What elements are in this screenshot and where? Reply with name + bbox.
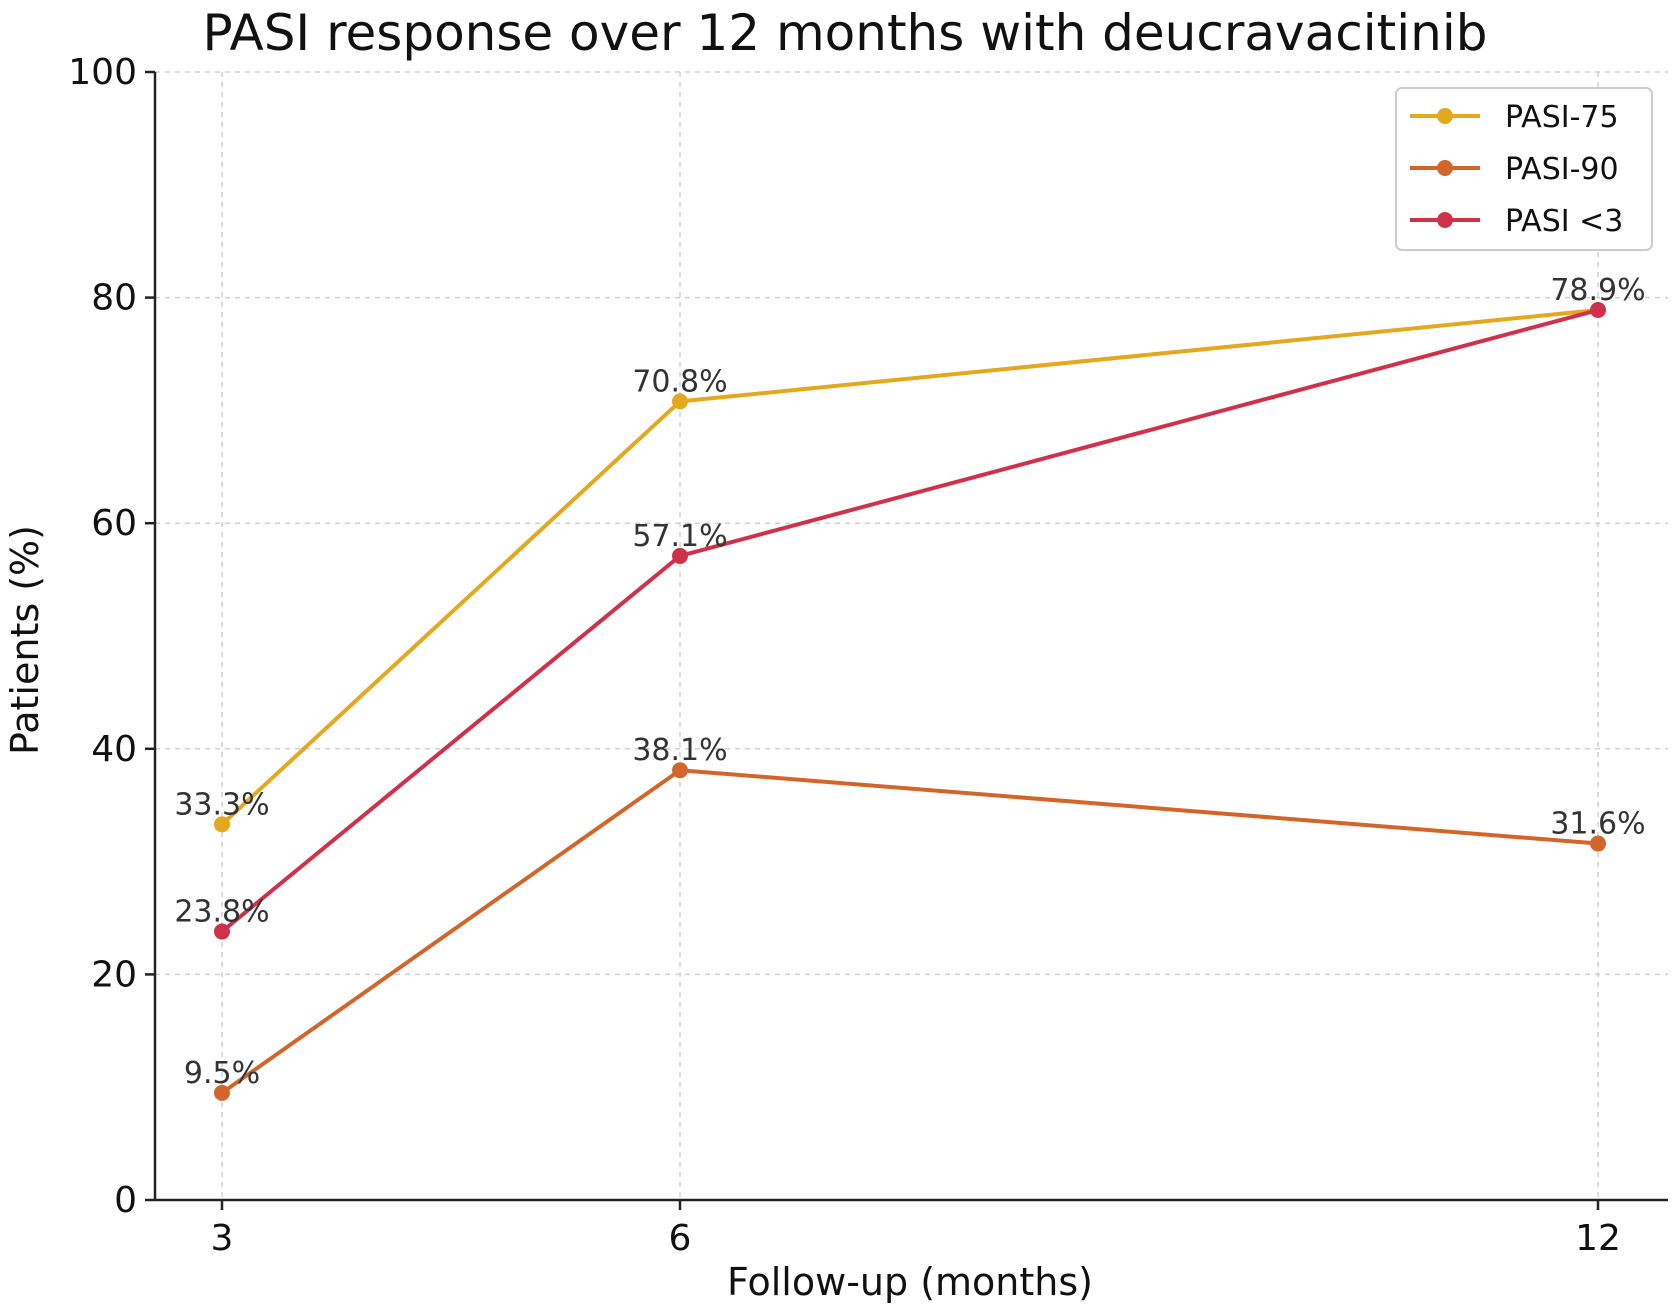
data-point-pasi-75 — [214, 816, 230, 833]
data-point-pasi-3 — [1590, 302, 1606, 319]
y-tick-label: 80 — [91, 278, 137, 319]
data-label-pasi-3: 78.9% — [1550, 273, 1645, 308]
y-tick-label: 100 — [68, 52, 137, 93]
data-labels: 33.3% 70.8% 9.5% 38.1% 31.6% 23.8% 57.1% 78.9% — [174, 273, 1645, 1091]
y-axis-label: Patients (%) — [3, 525, 47, 755]
data-point-pasi-3 — [214, 923, 230, 940]
x-axis-ticks: 3 6 12 — [211, 1200, 1621, 1259]
data-point-pasi-90 — [672, 762, 688, 779]
series-line-pasi-75 — [220, 308, 1599, 826]
y-tick-label: 20 — [91, 954, 137, 995]
x-axis-label: Follow-up (months) — [727, 1260, 1093, 1304]
series-group — [214, 302, 1606, 1101]
legend: PASI-75 PASI-90 PASI <3 — [1395, 87, 1653, 251]
data-label-pasi-90: 31.6% — [1550, 807, 1645, 842]
grid-lines — [155, 71, 1668, 1201]
data-label-pasi-75: 70.8% — [632, 364, 727, 399]
x-tick-label: 6 — [669, 1218, 692, 1259]
chart-title: PASI response over 12 months with deucra… — [203, 4, 1488, 62]
legend-marker-pasi-75 — [1437, 108, 1453, 124]
legend-marker-pasi-90 — [1437, 160, 1453, 176]
legend-box — [1395, 87, 1653, 251]
data-point-pasi-75 — [672, 393, 688, 410]
series-line-pasi-90 — [220, 768, 1599, 1095]
axes — [153, 72, 1668, 1202]
y-tick-label: 60 — [91, 503, 137, 544]
data-point-pasi-90 — [214, 1084, 230, 1101]
legend-marker-pasi-3 — [1437, 212, 1453, 228]
data-label-pasi-3: 23.8% — [174, 895, 269, 930]
data-point-pasi-3 — [672, 547, 688, 564]
x-tick-label: 3 — [211, 1218, 234, 1259]
data-label-pasi-90: 9.5% — [184, 1056, 260, 1091]
data-label-pasi-3: 57.1% — [632, 519, 727, 554]
data-label-pasi-90: 38.1% — [632, 733, 727, 768]
y-tick-label: 40 — [91, 729, 137, 770]
y-axis-ticks: 0 20 40 60 80 100 — [68, 52, 155, 1221]
data-point-pasi-90 — [1590, 835, 1606, 852]
legend-label-pasi-90: PASI-90 — [1505, 152, 1619, 187]
series-line-pasi-3 — [220, 308, 1599, 934]
x-tick-label: 12 — [1575, 1218, 1621, 1259]
data-label-pasi-75: 33.3% — [174, 787, 269, 822]
y-tick-label: 0 — [114, 1180, 137, 1221]
legend-label-pasi-75: PASI-75 — [1505, 100, 1619, 135]
legend-label-pasi-3: PASI <3 — [1505, 204, 1623, 239]
